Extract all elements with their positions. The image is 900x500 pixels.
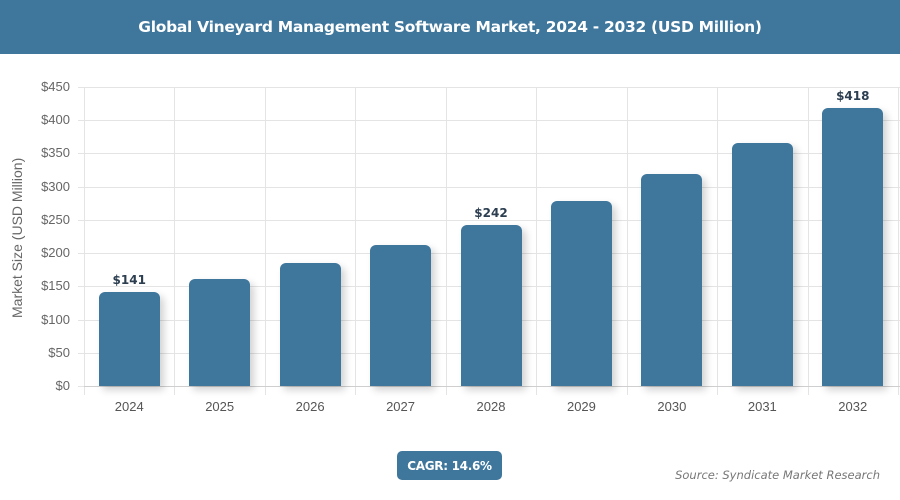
- x-tick-label: 2026: [295, 399, 325, 414]
- gridline-horizontal: [78, 219, 900, 221]
- x-tick-label: 2025: [205, 399, 235, 414]
- bar-2027[interactable]: [370, 245, 432, 386]
- x-tick-label: 2028: [476, 399, 506, 414]
- bar-2031[interactable]: [731, 142, 793, 386]
- gridline-vertical: [355, 87, 357, 395]
- gridline-vertical: [626, 87, 628, 395]
- gridline-horizontal: [78, 186, 900, 188]
- y-tick-label: $350: [41, 145, 70, 161]
- bar-2030[interactable]: [641, 174, 703, 386]
- y-tick-label: $450: [41, 79, 70, 94]
- cagr-badge: CAGR: 14.6%: [397, 451, 502, 480]
- bar-2032[interactable]: [822, 108, 884, 386]
- bar-2024[interactable]: [98, 292, 160, 386]
- x-axis-line: [84, 386, 900, 387]
- gridline-vertical: [807, 87, 809, 395]
- gridline-horizontal: [78, 120, 900, 122]
- x-tick-label: 2024: [114, 399, 144, 414]
- y-tick-label: $250: [41, 211, 70, 227]
- y-tick-label: $400: [41, 112, 70, 128]
- gridline-horizontal: [78, 87, 900, 88]
- bar-value-label: $141: [112, 273, 146, 288]
- gridline-vertical: [536, 87, 538, 395]
- y-tick-label: $50: [48, 344, 70, 360]
- gridline-vertical: [264, 87, 266, 395]
- bar-2025[interactable]: [189, 279, 251, 386]
- gridline-vertical: [84, 87, 85, 395]
- gridline-vertical: [898, 87, 899, 395]
- bar-2026[interactable]: [279, 263, 341, 386]
- y-tick-label: $300: [41, 178, 70, 194]
- y-tick-label: $200: [41, 245, 70, 261]
- gridline-vertical: [445, 87, 447, 395]
- bar-value-label: $242: [474, 206, 508, 221]
- gridline-vertical: [174, 87, 176, 395]
- x-tick-label: 2032: [838, 399, 868, 414]
- bar-value-label: $418: [836, 89, 870, 104]
- y-tick-label: $100: [41, 311, 70, 327]
- y-tick-label: $0: [55, 378, 70, 393]
- x-tick-label: 2027: [386, 399, 415, 414]
- x-tick-label: 2029: [566, 399, 596, 414]
- gridline-vertical: [717, 87, 719, 395]
- bar-2028[interactable]: [460, 225, 522, 386]
- x-tick-label: 2030: [657, 399, 687, 414]
- bar-2029[interactable]: [550, 201, 612, 386]
- chart-header: Global Vineyard Management Software Mark…: [0, 0, 900, 54]
- chart-title: Global Vineyard Management Software Mark…: [138, 18, 762, 36]
- y-tick-label: $150: [41, 278, 70, 294]
- plot-area: $0 $50 $100 $150 $200 $250 $300 $350 $400 $450 $14…: [41, 79, 900, 414]
- gridline-horizontal: [78, 153, 900, 155]
- source-note: Source: Syndicate Market Research: [675, 468, 880, 482]
- x-tick-label: 2031: [747, 399, 777, 414]
